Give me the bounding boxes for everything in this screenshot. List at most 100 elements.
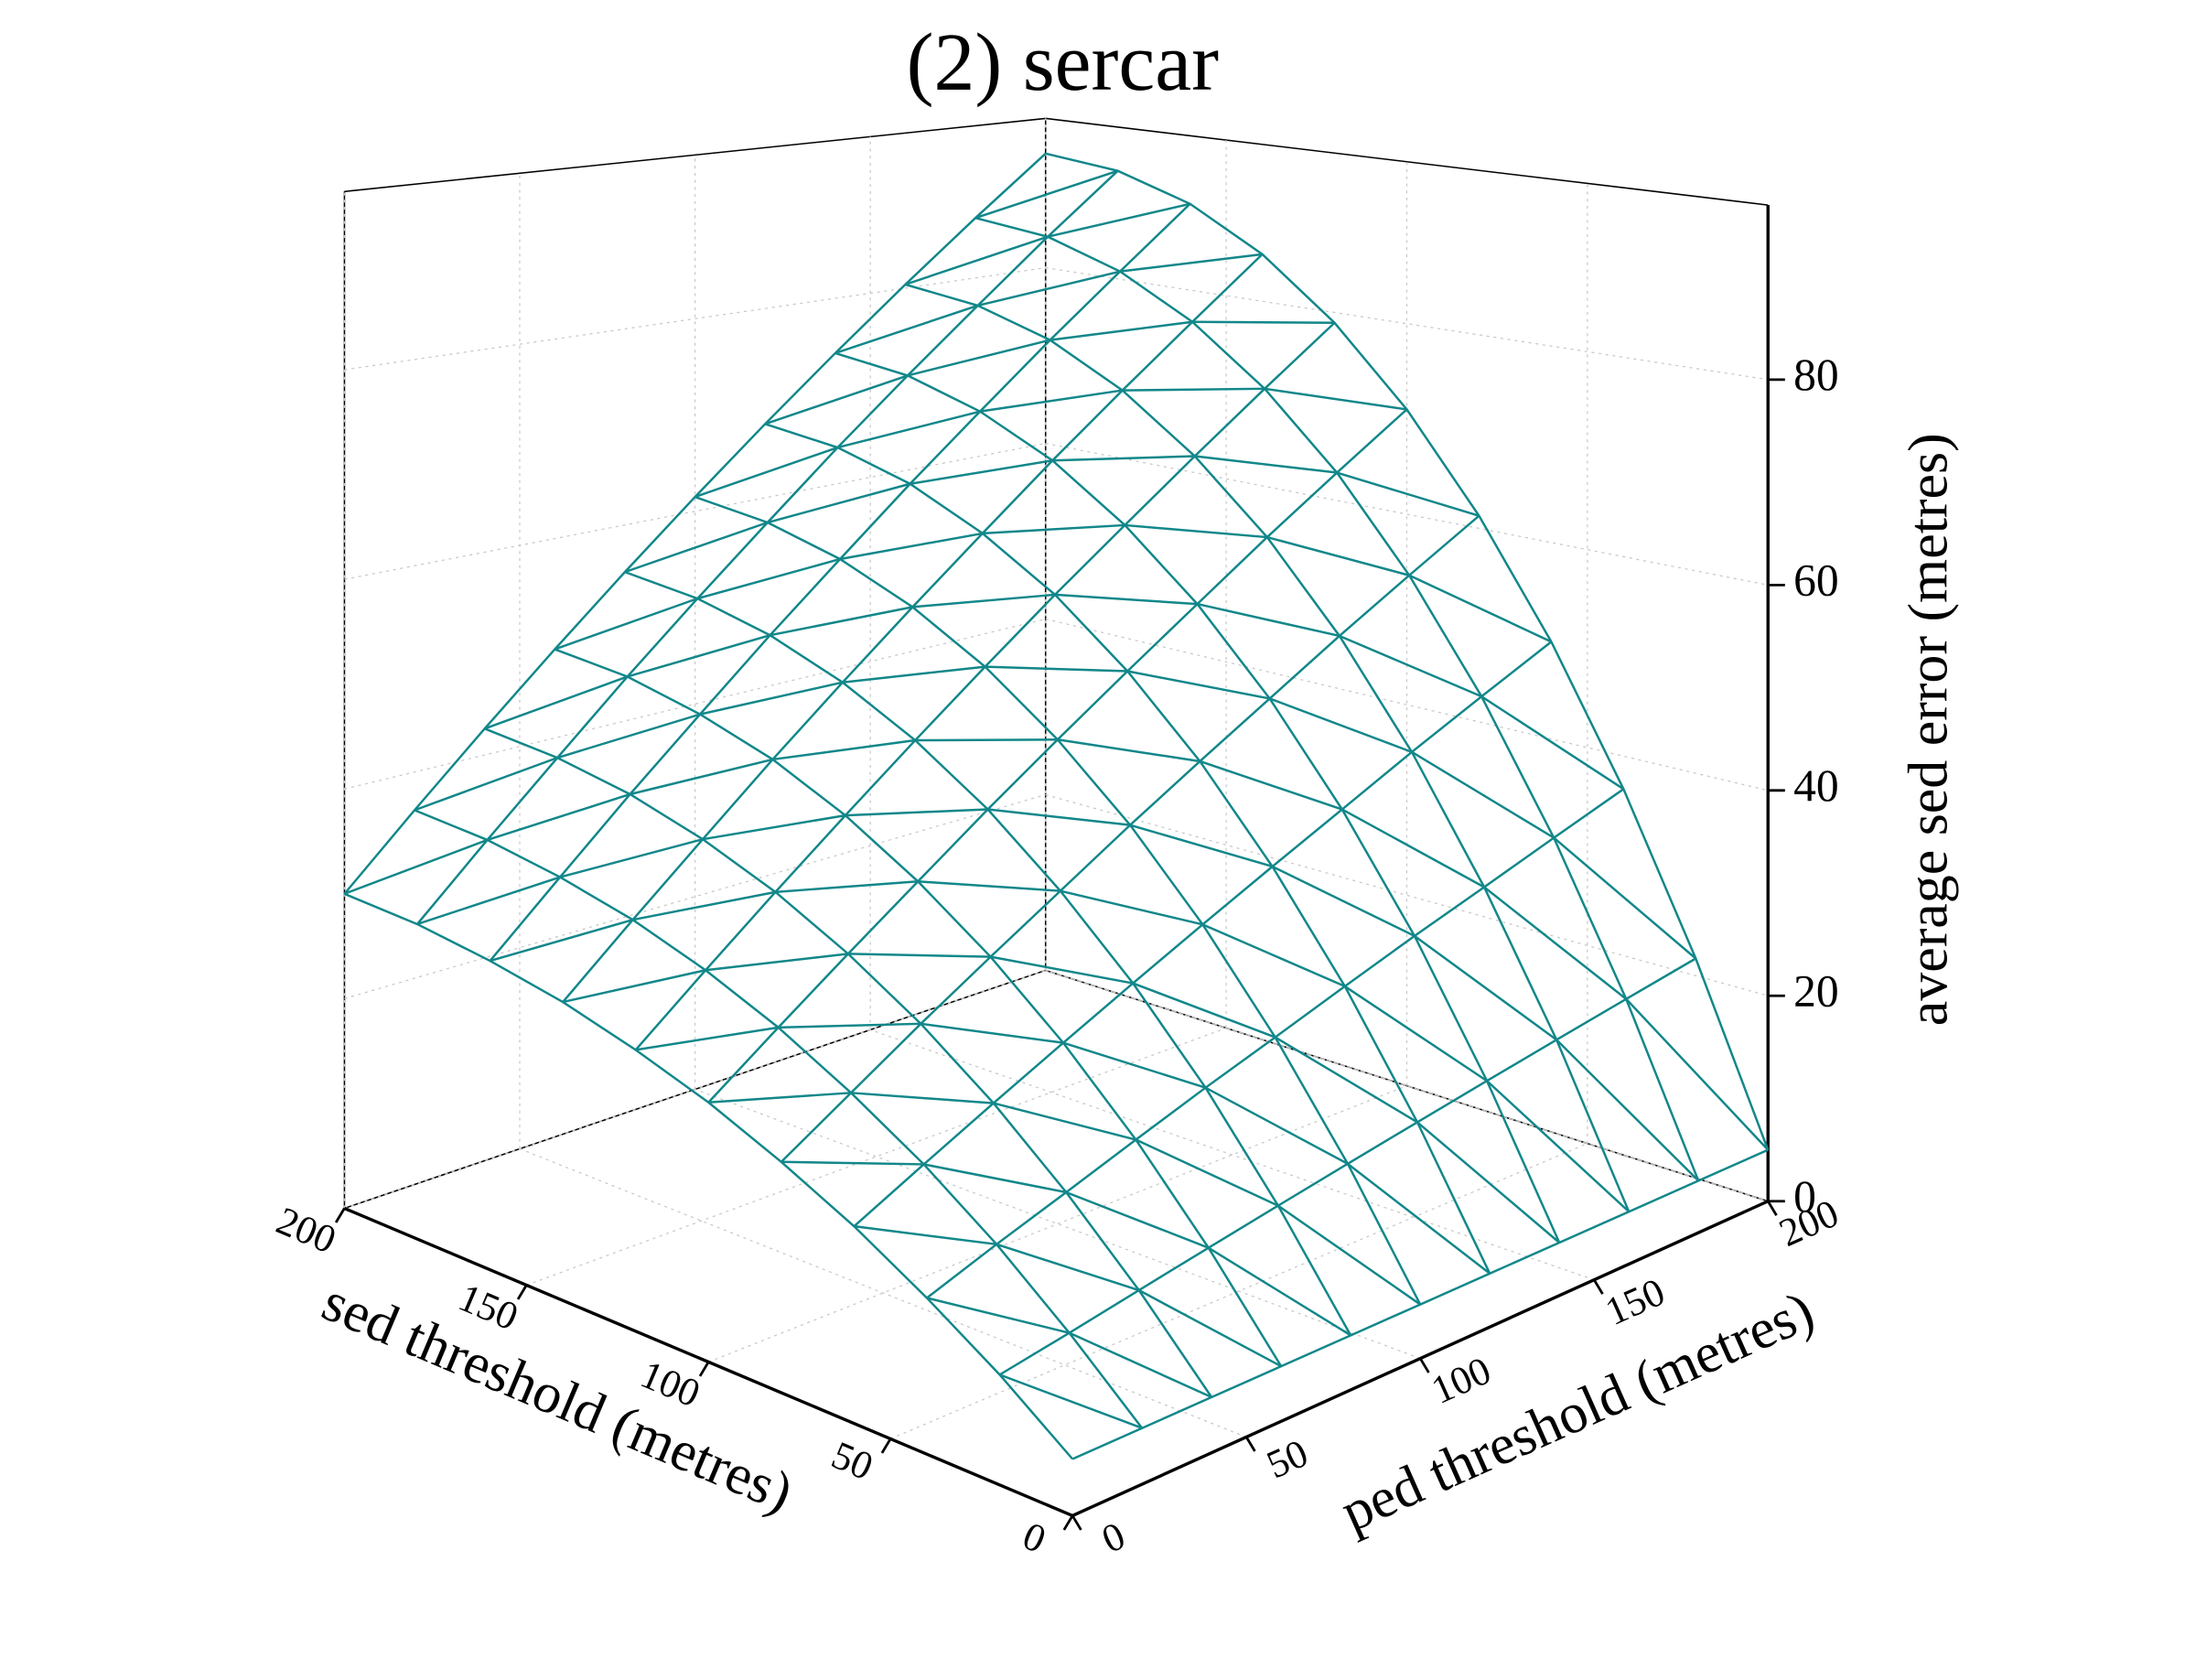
mesh-line [556,713,701,759]
mesh-line [837,410,981,449]
mesh-line [632,890,776,921]
mesh-line [627,634,770,678]
frame-edge [1045,117,1769,206]
grid-line [344,266,1046,371]
mesh-line [708,1092,852,1104]
mesh-line [1266,535,1410,576]
mesh-line [845,808,988,817]
mesh-line [562,969,706,1004]
mesh-line [699,681,844,716]
mesh-line [624,521,769,574]
mesh-line [1129,824,1273,868]
mesh-line [634,321,1336,1051]
y-tick-label: 150 [1599,1270,1672,1334]
mesh-line [343,838,489,895]
x-axis-label: sed threshold (metres) [314,1270,802,1524]
surface-mesh [343,152,1770,1460]
y-tick-label: 0 [1095,1513,1131,1562]
mesh-line [772,738,916,761]
y-axis-label: ped threshold (metres) [1332,1279,1823,1544]
mesh-line [490,918,633,963]
mesh-line [1414,934,1557,1041]
mesh-line [1341,808,1485,888]
mesh-line [920,1022,1064,1044]
mesh-line [905,283,1631,1212]
mesh-line [1483,886,1627,1000]
mesh-line [1060,889,1203,926]
frame-edge [344,117,1046,193]
mesh-line [990,955,1134,985]
x-tick [880,1438,892,1454]
mesh-line [1277,1204,1421,1306]
grid-line [694,1088,1421,1360]
x-tick [1062,1514,1074,1531]
mesh-line [910,459,1053,485]
mesh-line [1264,387,1407,411]
mesh-line [767,482,910,524]
mesh-line [979,389,1123,413]
grid-line [1045,969,1769,1202]
mesh-line [851,1092,994,1104]
grid-line [1045,266,1769,381]
x-tick-label: 0 [1017,1513,1052,1562]
mesh-line [694,446,838,499]
z-tick-label: 20 [1793,966,1839,1017]
mesh-line [842,665,985,684]
mesh-line [923,1163,1067,1194]
grid-line [708,1085,1407,1363]
mesh-line [977,270,1121,307]
mesh-line [1486,1080,1631,1213]
mesh-line [702,813,846,841]
z-tick-label: 0 [1793,1171,1816,1222]
mesh-line [775,880,919,894]
mesh-line [1347,1162,1491,1275]
mesh-line [484,727,1213,1398]
mesh-line [416,876,561,926]
mesh-line [985,665,1128,673]
mesh-line [1339,634,1482,698]
mesh-line [1208,1246,1351,1337]
grid-line [519,1147,1247,1438]
mesh-line [484,675,629,730]
mesh-line [764,374,909,425]
mesh-line [1069,1331,1212,1399]
mesh-line [1050,320,1193,341]
mesh-line [414,756,558,812]
mesh-line [1135,1138,1279,1207]
mesh-line [635,1026,779,1051]
grid-line [1045,442,1769,586]
mesh-line [778,1022,921,1029]
z-tick-label: 60 [1793,555,1839,606]
mesh-line [554,597,698,651]
mesh-line [705,953,849,972]
z-tick-label: 40 [1793,760,1839,811]
y-tick [1071,1514,1082,1531]
mesh-line [1192,320,1335,325]
mesh-line [1336,471,1480,517]
mesh-line [974,169,1119,220]
mesh-line [1272,865,1416,937]
mesh-line [1194,455,1338,474]
grid-line [344,793,1046,999]
x-tick [698,1361,710,1377]
mesh-line [1480,695,1625,791]
mesh-line [1556,1039,1700,1182]
mesh-line [630,758,773,796]
mesh-line [1119,253,1263,273]
mesh-line [839,532,984,561]
mesh-line [834,351,1561,1244]
mesh-line [1201,923,1346,988]
mesh-line [1054,593,1198,606]
mesh-line [1411,750,1555,839]
x-tick-label: 50 [825,1433,879,1489]
mesh-line [993,1102,1136,1141]
mesh-line [918,880,1060,892]
mesh-line [1408,574,1552,643]
mesh-line [559,837,704,878]
mesh-line [1045,152,1770,1151]
mesh-line [987,808,1131,826]
mesh-line [912,593,1056,608]
y-tick-label: 50 [1260,1431,1314,1487]
grid-line [1045,969,1769,1202]
